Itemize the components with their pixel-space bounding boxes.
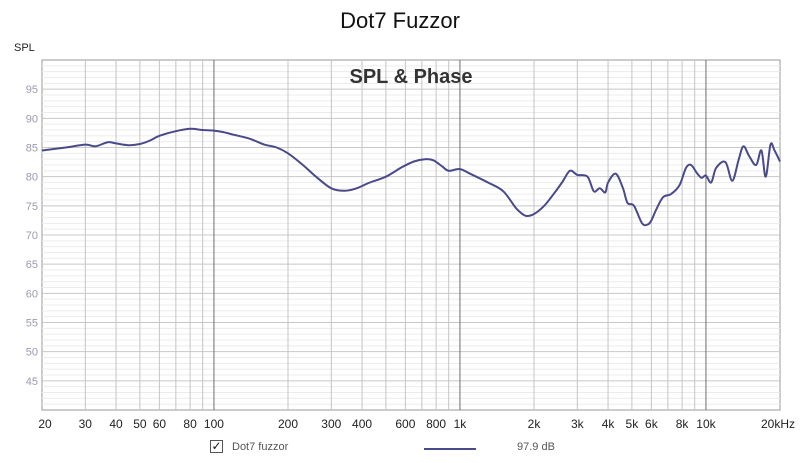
legend: ✓ Dot7 fuzzor 97.9 dB bbox=[210, 439, 590, 459]
legend-line-swatch bbox=[424, 448, 476, 450]
x-tick-label: 4k bbox=[602, 417, 616, 431]
y-tick-label: 85 bbox=[26, 143, 38, 155]
y-tick-label: 75 bbox=[26, 201, 38, 213]
y-tick-label: 55 bbox=[26, 318, 38, 330]
x-tick-label: 100 bbox=[204, 417, 224, 431]
series-layer bbox=[41, 127, 781, 227]
y-tick-label: 70 bbox=[26, 230, 38, 242]
y-tick-label: 60 bbox=[26, 288, 38, 300]
chart-title: SPL & Phase bbox=[349, 66, 472, 88]
x-tick-label: 50 bbox=[133, 417, 147, 431]
y-tick-label: 95 bbox=[26, 84, 38, 96]
page-title: Dot7 Fuzzor bbox=[340, 8, 460, 33]
y-tick-label: 65 bbox=[26, 259, 38, 271]
x-tick-label: 30 bbox=[79, 417, 93, 431]
spl-curve-line bbox=[41, 127, 781, 227]
legend-series-value: 97.9 dB bbox=[517, 441, 555, 453]
y-tick-label: 90 bbox=[26, 113, 38, 125]
x-tick-label: 40 bbox=[109, 417, 123, 431]
y-tick-label: 50 bbox=[26, 347, 38, 359]
x-tick-labels: 20 30 40 50 60 80 100 200 300 400 600 800 1k 2k 3k 4k 5k… bbox=[38, 417, 795, 431]
x-tick-label: 60 bbox=[153, 417, 167, 431]
x-tick-label: 3k bbox=[571, 417, 585, 431]
x-tick-label: 5k bbox=[626, 417, 640, 431]
x-tick-label: 400 bbox=[352, 417, 372, 431]
minor-grid bbox=[42, 60, 780, 410]
y-tick-label: 80 bbox=[26, 172, 38, 184]
y-tick-label: 45 bbox=[26, 376, 38, 388]
x-tick-label: 10k bbox=[696, 417, 716, 431]
x-tick-label: 20 bbox=[38, 417, 52, 431]
x-tick-label: 8k bbox=[676, 417, 690, 431]
x-tick-label: 20kHz bbox=[761, 417, 795, 431]
x-tick-label: 6k bbox=[645, 417, 659, 431]
y-axis-label: SPL bbox=[14, 42, 35, 54]
major-grid bbox=[213, 60, 707, 410]
x-tick-label: 600 bbox=[395, 417, 415, 431]
x-tick-label: 800 bbox=[426, 417, 446, 431]
x-tick-label: 200 bbox=[278, 417, 298, 431]
x-tick-label: 300 bbox=[321, 417, 341, 431]
y-tick-labels: 45 50 55 60 65 70 75 80 85 90 95 bbox=[26, 84, 38, 388]
x-tick-label: 80 bbox=[183, 417, 197, 431]
legend-series-name: Dot7 fuzzor bbox=[232, 441, 289, 453]
series-visibility-checkbox[interactable]: ✓ bbox=[210, 439, 223, 453]
x-tick-label: 2k bbox=[528, 417, 542, 431]
x-tick-label: 1k bbox=[454, 417, 468, 431]
